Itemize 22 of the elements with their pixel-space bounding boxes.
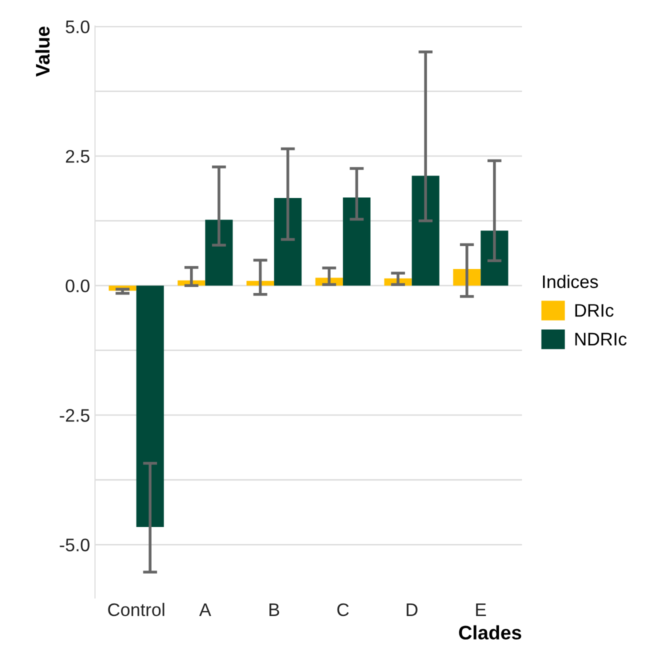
bar bbox=[480, 230, 508, 286]
y-tick-label: -2.5 bbox=[60, 409, 90, 422]
y-tick-label: 2.5 bbox=[66, 150, 90, 163]
x-tick-label: C bbox=[337, 603, 349, 616]
x-tick-label: D bbox=[406, 604, 418, 616]
y-tick-label: 5.0 bbox=[66, 20, 90, 34]
legend-title: Indices bbox=[543, 274, 598, 288]
x-tick-label: E bbox=[476, 604, 486, 616]
bar bbox=[342, 197, 370, 286]
bar bbox=[136, 286, 164, 528]
y-axis-title: Value bbox=[35, 26, 50, 77]
x-tick-label: B bbox=[270, 604, 280, 616]
x-tick-label: A bbox=[199, 604, 212, 616]
y-tick-label: -5.0 bbox=[60, 538, 90, 552]
bar bbox=[412, 176, 440, 286]
legend-label: DRIc bbox=[575, 304, 614, 317]
bar bbox=[205, 220, 233, 286]
y-tick-label: 0.0 bbox=[66, 280, 90, 292]
bar bbox=[274, 198, 302, 286]
x-tick-label: Control bbox=[108, 602, 164, 616]
x-axis-title: Clades bbox=[459, 625, 522, 640]
legend-label: NDRIc bbox=[575, 332, 627, 346]
